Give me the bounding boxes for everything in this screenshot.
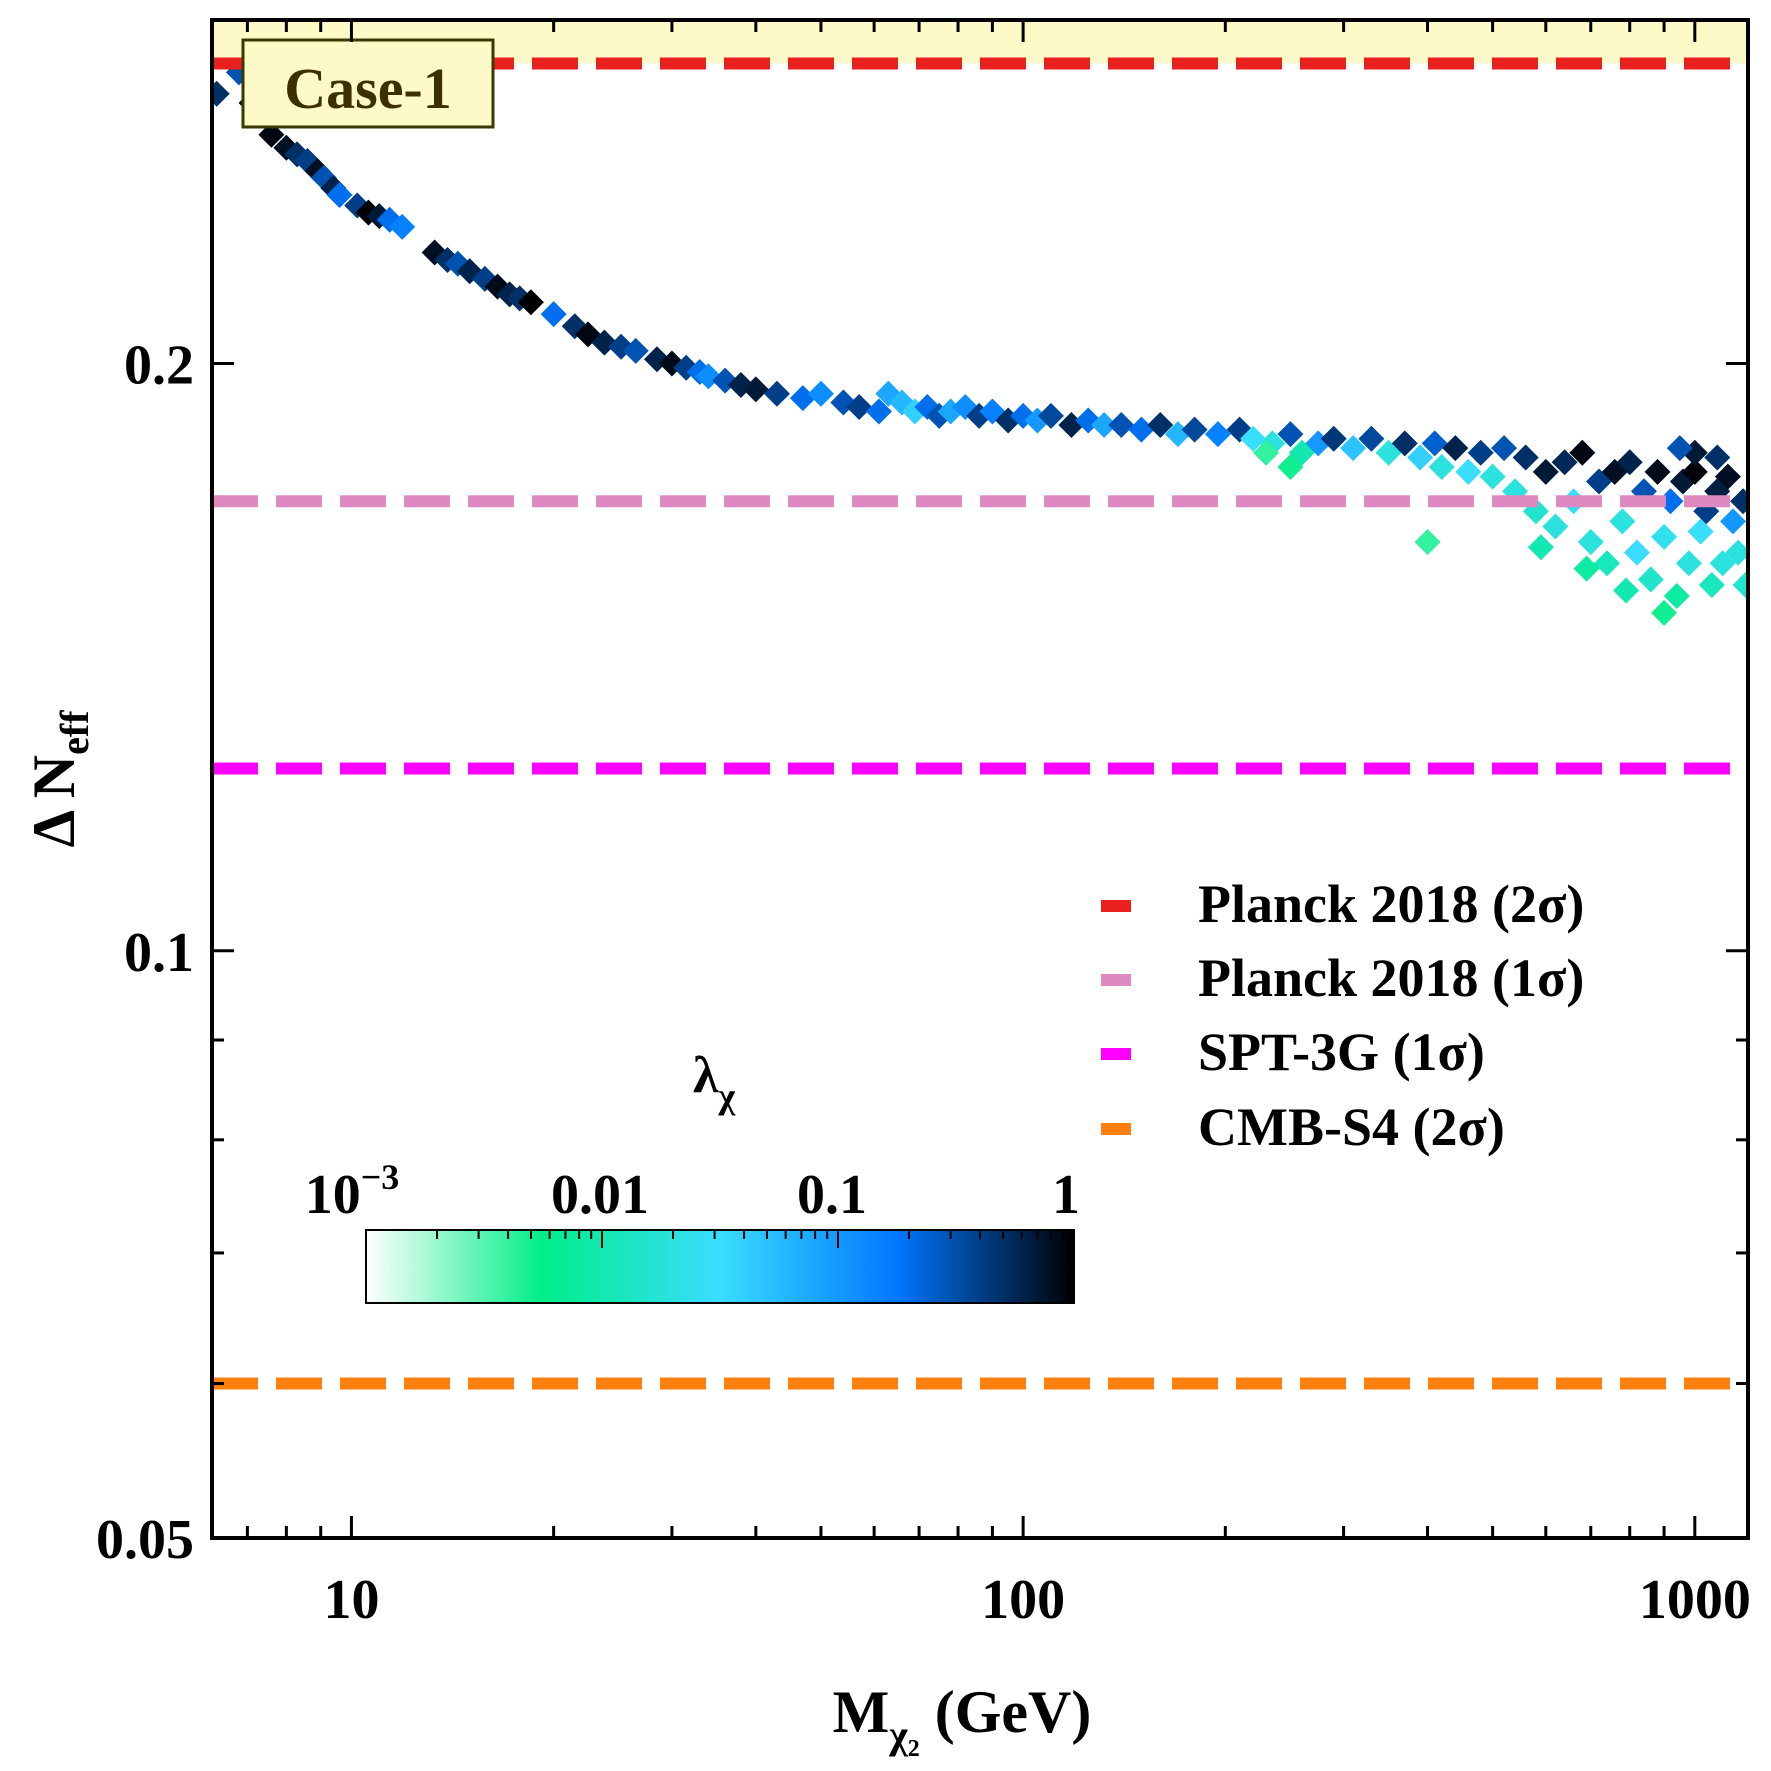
scatter-points <box>212 59 1748 626</box>
data-point <box>1277 454 1304 481</box>
y-tick-label: 0.2 <box>124 335 194 397</box>
data-point <box>1455 458 1482 485</box>
data-point <box>1709 550 1736 577</box>
data-point <box>1204 421 1231 448</box>
data-point <box>1467 439 1494 466</box>
data-point <box>1651 523 1678 550</box>
data-point <box>1253 439 1280 466</box>
axes: 10 100 1000 0.05 0.1 0.2 <box>96 18 1751 1631</box>
data-point <box>1320 425 1347 452</box>
data-point <box>326 182 353 209</box>
x-tick-label: 1000 <box>1639 1569 1751 1631</box>
colorbar-tick-label: 10−3 <box>305 1157 400 1226</box>
data-point <box>1037 402 1064 429</box>
data-point <box>1569 439 1596 466</box>
data-point <box>1551 449 1578 476</box>
colorbar: λχ 10−3 0.01 0.1 1 <box>305 1047 1080 1304</box>
data-point <box>807 380 834 407</box>
plot-frame <box>210 18 1750 1540</box>
data-point <box>1725 539 1748 566</box>
data-point <box>258 121 285 148</box>
data-point <box>1428 454 1455 481</box>
data-point <box>1340 435 1367 462</box>
colorbar-gradient <box>365 1229 1075 1304</box>
legend-label: Planck 2018 (2σ) <box>1198 874 1584 934</box>
data-point <box>1573 555 1600 582</box>
data-point <box>1616 449 1643 476</box>
data-point <box>1651 599 1678 626</box>
data-point <box>1681 458 1708 485</box>
data-point <box>1442 435 1469 462</box>
data-point <box>1414 529 1441 556</box>
colorbar-label: λχ <box>693 1047 736 1116</box>
colorbar-ticks: 10−3 0.01 0.1 1 <box>305 1157 1080 1248</box>
data-point <box>1720 508 1747 535</box>
data-point <box>1644 458 1671 485</box>
data-point <box>1491 435 1518 462</box>
data-point <box>1512 444 1539 471</box>
data-point <box>1687 518 1714 545</box>
plot-area <box>212 20 1748 1390</box>
data-point <box>1240 425 1267 452</box>
colorbar-tick-label: 0.01 <box>551 1164 649 1226</box>
data-point <box>389 213 416 240</box>
data-point <box>1714 463 1741 490</box>
data-point <box>1609 508 1636 535</box>
legend-label: CMB-S4 (2σ) <box>1198 1097 1505 1157</box>
x-axis-label: Mχ2 (GeV) <box>833 1679 1092 1762</box>
data-point <box>1358 425 1385 452</box>
data-point <box>1675 550 1702 577</box>
y-tick-label: 0.05 <box>96 1509 194 1571</box>
data-point <box>1637 566 1664 593</box>
data-point <box>1421 430 1448 457</box>
data-point <box>742 376 769 403</box>
legend-label: SPT-3G (1σ) <box>1198 1022 1485 1082</box>
data-point <box>1542 513 1569 540</box>
case-label: Case-1 <box>284 56 452 121</box>
data-point <box>540 301 567 328</box>
data-point <box>1732 571 1748 598</box>
colorbar-tick-label: 1 <box>1052 1164 1080 1226</box>
data-point <box>1277 421 1304 448</box>
data-point <box>622 337 649 364</box>
legend: Planck 2018 (2σ) Planck 2018 (1σ) SPT-3G (… <box>1101 874 1584 1157</box>
data-point <box>846 393 873 420</box>
data-point <box>1663 583 1690 610</box>
data-point <box>1593 550 1620 577</box>
y-tick-label: 0.1 <box>124 922 194 984</box>
data-point <box>1091 411 1118 438</box>
data-point <box>789 385 816 412</box>
data-point <box>1613 577 1640 604</box>
data-point <box>1623 539 1650 566</box>
data-point <box>1666 435 1693 462</box>
data-point <box>1698 571 1725 598</box>
data-point <box>1657 488 1684 515</box>
data-point <box>212 80 230 107</box>
data-point <box>763 380 790 407</box>
data-point <box>1479 463 1506 490</box>
y-axis-label: Δ Neff <box>21 710 97 848</box>
data-point <box>517 289 544 316</box>
data-point <box>1577 529 1604 556</box>
data-point <box>1407 444 1434 471</box>
legend-label: Planck 2018 (1σ) <box>1198 948 1584 1008</box>
data-point <box>1181 416 1208 443</box>
x-tick-label: 100 <box>981 1569 1065 1631</box>
data-point <box>1730 488 1748 515</box>
data-point <box>1391 430 1418 457</box>
data-point <box>1108 411 1135 438</box>
data-point <box>865 398 892 425</box>
data-point <box>1704 444 1731 471</box>
case-label-box <box>241 38 495 129</box>
data-point <box>1527 534 1554 561</box>
data-point <box>1532 458 1559 485</box>
colorbar-tick-label: 0.1 <box>797 1164 867 1226</box>
data-point <box>1147 411 1174 438</box>
x-tick-label: 10 <box>323 1569 379 1631</box>
data-point <box>1128 416 1155 443</box>
